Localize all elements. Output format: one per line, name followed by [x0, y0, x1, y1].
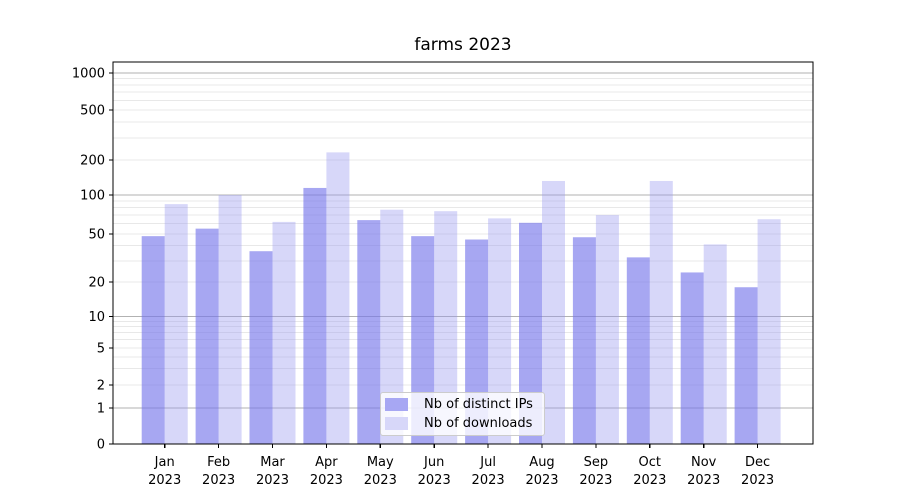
bar-apr-distinct-ips: [303, 187, 327, 444]
y-tick-label: 1: [97, 402, 105, 417]
x-tick-label-oct: Oct 2023: [633, 455, 666, 488]
legend-swatch-downloads: [385, 416, 408, 430]
y-tick-label: 50: [88, 228, 105, 243]
legend: Nb of distinct IPs Nb of downloads: [380, 392, 545, 436]
bar-may-downloads: [380, 209, 404, 444]
bar-oct-distinct-ips: [626, 257, 650, 444]
bar-may-distinct-ips: [357, 220, 381, 444]
y-tick-label: 1000: [72, 67, 105, 82]
x-tick-label-jul: Jul 2023: [472, 455, 505, 488]
x-tick-label-feb: Feb 2023: [202, 455, 235, 488]
bar-sep-downloads: [595, 215, 619, 444]
x-tick-label-dec: Dec 2023: [741, 455, 774, 488]
x-tick-label-jan: Jan 2023: [148, 455, 181, 488]
bar-jan-downloads: [164, 204, 188, 444]
bar-feb-distinct-ips: [195, 228, 219, 444]
y-tick-label: 20: [88, 276, 105, 291]
x-tick-label-jun: Jun 2023: [418, 455, 451, 488]
bar-oct-downloads: [649, 180, 673, 444]
y-tick-label: 2: [97, 379, 105, 394]
bar-nov-distinct-ips: [680, 272, 704, 444]
bar-mar-downloads: [272, 221, 296, 444]
legend-label-distinct-ips: Nb of distinct IPs: [424, 397, 533, 413]
y-tick-label: 100: [80, 189, 105, 204]
legend-swatch-distinct-ips: [385, 398, 408, 412]
legend-item-distinct-ips: Nb of distinct IPs: [385, 396, 538, 413]
bar-sep-distinct-ips: [572, 237, 596, 444]
axes-border: [112, 61, 814, 445]
y-tick-label: 0: [97, 438, 105, 453]
bar-jul-downloads: [488, 218, 512, 444]
chart-title: farms 2023: [414, 35, 512, 55]
bar-jun-downloads: [434, 211, 458, 444]
x-tick-label-may: May 2023: [364, 455, 397, 488]
bar-jan-distinct-ips: [141, 236, 165, 444]
bar-dec-downloads: [757, 219, 781, 444]
x-tick-label-sep: Sep 2023: [579, 455, 612, 488]
y-tick-label: 10: [88, 310, 105, 325]
x-tick-label-apr: Apr 2023: [310, 455, 343, 488]
bar-feb-downloads: [218, 195, 242, 444]
bar-aug-downloads: [542, 180, 565, 444]
bar-dec-distinct-ips: [734, 287, 758, 444]
x-tick-label-aug: Aug 2023: [525, 455, 558, 488]
bar-nov-downloads: [703, 244, 727, 444]
bar-aug-distinct-ips: [519, 222, 542, 444]
legend-item-downloads: Nb of downloads: [385, 415, 538, 432]
y-tick-label: 500: [80, 104, 105, 119]
y-tick-label: 200: [80, 154, 105, 169]
x-tick-label-mar: Mar 2023: [256, 455, 289, 488]
y-tick-label: 5: [97, 342, 105, 357]
legend-label-downloads: Nb of downloads: [424, 415, 533, 431]
x-tick-label-nov: Nov 2023: [687, 455, 720, 488]
bar-mar-distinct-ips: [249, 251, 273, 444]
bar-apr-downloads: [326, 152, 350, 445]
